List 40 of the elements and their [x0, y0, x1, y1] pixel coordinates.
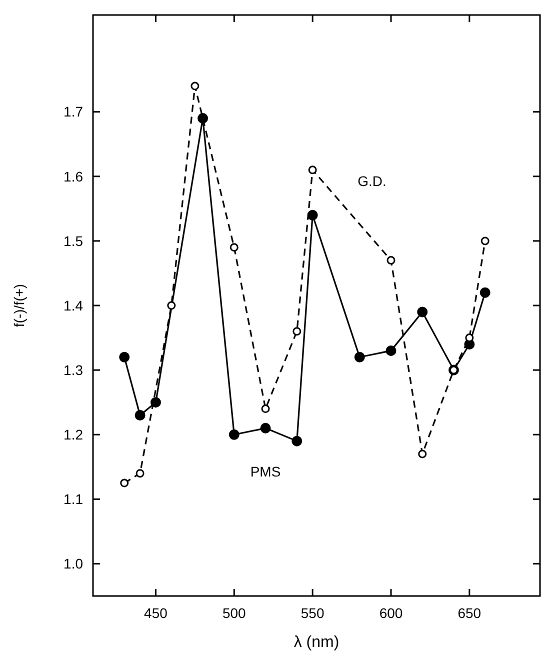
point — [150, 397, 161, 408]
point — [190, 82, 200, 90]
series-label: PMS — [250, 464, 281, 480]
point — [134, 410, 146, 420]
x-tick-label: 650 — [458, 605, 482, 621]
point — [136, 469, 144, 478]
point — [307, 210, 318, 220]
series-label: G.D. — [358, 172, 386, 189]
point — [228, 429, 240, 440]
x-tick-label: 500 — [222, 605, 246, 621]
y-tick-label: 1.6 — [64, 168, 84, 184]
x-tick-label: 550 — [300, 605, 324, 621]
y-tick-label: 1.4 — [64, 297, 84, 314]
x-tick-label: 600 — [379, 605, 403, 621]
y-tick-label: 1.3 — [64, 362, 84, 378]
point — [386, 256, 396, 265]
point — [230, 243, 238, 252]
point — [386, 345, 396, 356]
point — [417, 306, 428, 318]
point — [418, 450, 427, 458]
point — [198, 113, 208, 124]
point — [480, 287, 490, 298]
point — [260, 422, 271, 434]
point — [308, 166, 317, 174]
y-tick-label: 1.5 — [64, 232, 84, 249]
point — [480, 236, 490, 246]
y-tick-label: 1.7 — [64, 104, 84, 120]
y-tick-label: 1.1 — [64, 491, 84, 508]
point — [119, 352, 130, 362]
point — [354, 352, 365, 362]
y-tick-label: 1.2 — [64, 426, 84, 443]
point — [120, 478, 129, 488]
y-tick-label: 1.0 — [64, 556, 84, 572]
x-tick-label: 450 — [144, 605, 168, 621]
x-axis-title: λ (nm) — [294, 634, 340, 651]
point — [292, 327, 302, 336]
point — [292, 436, 302, 446]
point — [167, 301, 176, 310]
point — [261, 404, 270, 414]
y-axis-title: f(-)/f(+) — [11, 284, 27, 328]
